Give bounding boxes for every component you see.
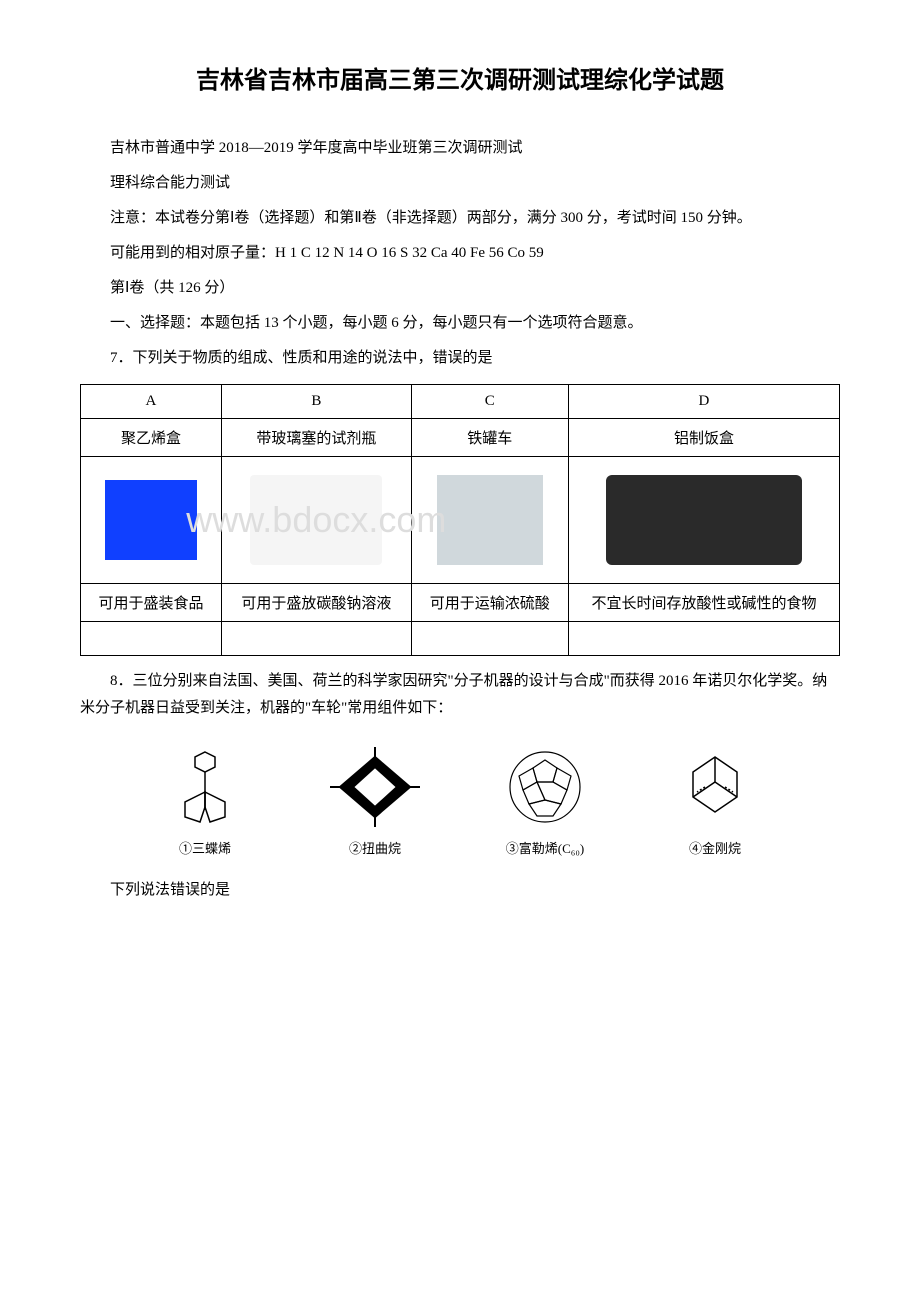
atomic-masses: 可能用到的相对原子量：H 1 C 12 N 14 O 16 S 32 Ca 40… bbox=[80, 240, 840, 267]
header-d: D bbox=[568, 385, 839, 419]
iron-tank-icon bbox=[437, 475, 543, 565]
cell-a-image bbox=[81, 457, 222, 584]
question-8: 8．三位分别来自法国、美国、荷兰的科学家因研究"分子机器的设计与合成"而获得 2… bbox=[80, 668, 840, 722]
aluminum-box-icon bbox=[606, 475, 803, 565]
cell-d-desc: 不宜长时间存放酸性或碱性的食物 bbox=[568, 584, 839, 622]
notice-text: 注意：本试卷分第Ⅰ卷（选择题）和第Ⅱ卷（非选择题）两部分，满分 300 分，考试… bbox=[80, 205, 840, 232]
question-8-tail: 下列说法错误的是 bbox=[80, 877, 840, 904]
table-name-row: 聚乙烯盒 带玻璃塞的试剂瓶 铁罐车 铝制饭盒 bbox=[81, 419, 840, 457]
options-table: A B C D 聚乙烯盒 带玻璃塞的试剂瓶 铁罐车 铝制饭盒 www.bdocx… bbox=[80, 384, 840, 656]
molecule-2-label: ②扭曲烷 bbox=[349, 838, 401, 857]
empty-a bbox=[81, 622, 222, 656]
molecule-4: ④金刚烷 bbox=[665, 742, 765, 857]
triptycene-icon bbox=[155, 742, 255, 832]
glass-bottle-icon bbox=[250, 475, 382, 565]
document-title: 吉林省吉林市届高三第三次调研测试理综化学试题 bbox=[80, 60, 840, 95]
header-a: A bbox=[81, 385, 222, 419]
twistane-icon bbox=[325, 742, 425, 832]
cell-d-name: 铝制饭盒 bbox=[568, 419, 839, 457]
polyethylene-box-icon bbox=[105, 480, 198, 560]
subject-line: 理科综合能力测试 bbox=[80, 170, 840, 197]
cell-c-name: 铁罐车 bbox=[411, 419, 568, 457]
table-desc-row: 可用于盛装食品 可用于盛放碳酸钠溶液 可用于运输浓硫酸 不宜长时间存放酸性或碱性… bbox=[81, 584, 840, 622]
molecule-1-label: ①三蝶烯 bbox=[179, 838, 231, 857]
molecule-3: ③富勒烯(C₆₀) bbox=[495, 742, 595, 857]
table-empty-row bbox=[81, 622, 840, 656]
empty-c bbox=[411, 622, 568, 656]
header-c: C bbox=[411, 385, 568, 419]
empty-d bbox=[568, 622, 839, 656]
molecule-4-label: ④金刚烷 bbox=[689, 838, 741, 857]
cell-b-desc: 可用于盛放碳酸钠溶液 bbox=[221, 584, 411, 622]
cell-d-image bbox=[568, 457, 839, 584]
section-heading: 第Ⅰ卷（共 126 分） bbox=[80, 275, 840, 302]
cell-b-image: www.bdocx.com bbox=[221, 457, 411, 584]
cell-c-image bbox=[411, 457, 568, 584]
cell-a-desc: 可用于盛装食品 bbox=[81, 584, 222, 622]
adamantane-icon bbox=[665, 742, 765, 832]
molecule-2: ②扭曲烷 bbox=[325, 742, 425, 857]
table-header-row: A B C D bbox=[81, 385, 840, 419]
cell-a-name: 聚乙烯盒 bbox=[81, 419, 222, 457]
cell-b-name: 带玻璃塞的试剂瓶 bbox=[221, 419, 411, 457]
fullerene-icon bbox=[495, 742, 595, 832]
header-b: B bbox=[221, 385, 411, 419]
question-7: 7．下列关于物质的组成、性质和用途的说法中，错误的是 bbox=[80, 345, 840, 372]
empty-b bbox=[221, 622, 411, 656]
molecule-3-label: ③富勒烯(C₆₀) bbox=[506, 838, 584, 857]
instruction-text: 一、选择题：本题包括 13 个小题，每小题 6 分，每小题只有一个选项符合题意。 bbox=[80, 310, 840, 337]
molecule-1: ①三蝶烯 bbox=[155, 742, 255, 857]
cell-c-desc: 可用于运输浓硫酸 bbox=[411, 584, 568, 622]
header-line: 吉林市普通中学 2018—2019 学年度高中毕业班第三次调研测试 bbox=[80, 135, 840, 162]
molecules-row: ①三蝶烯 ②扭曲烷 ③富勒烯( bbox=[120, 742, 800, 857]
table-image-row: www.bdocx.com bbox=[81, 457, 840, 584]
